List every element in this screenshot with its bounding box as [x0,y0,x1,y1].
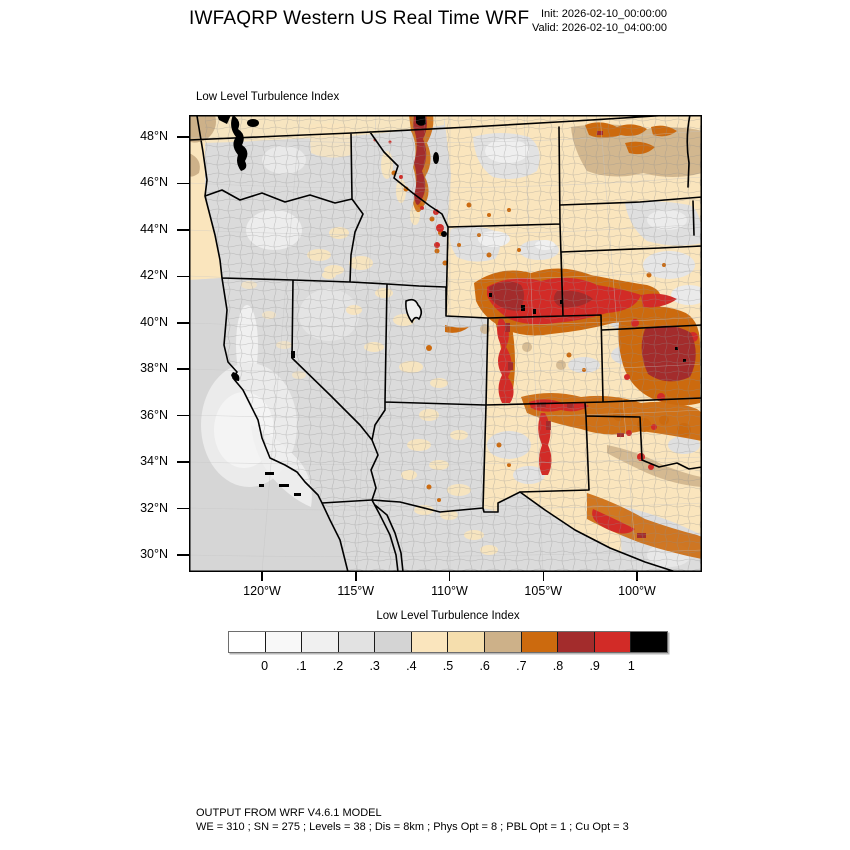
y-tick-label: 44°N [140,221,168,236]
model-config-line: WE = 310 ; SN = 275 ; Levels = 38 ; Dis … [196,821,629,833]
colorbar-tick-label: .3 [369,659,380,673]
y-tick-label: 42°N [140,268,168,283]
y-tick-mark [177,322,189,324]
colorbar-tick-label: .7 [516,659,527,673]
y-tick-label: 38°N [140,361,168,376]
x-tick-mark [355,572,357,581]
x-tick-label: 115°W [337,584,375,598]
colorbar-title: Low Level Turbulence Index [376,610,520,622]
colorbar-cell [448,632,486,652]
colorbar-tick-label: .6 [479,659,490,673]
y-tick-label: 36°N [140,407,168,422]
y-tick-mark [177,275,189,278]
init-time: Init: 2026-02-10_00:00:00 [541,8,667,20]
x-tick-label: 120°W [243,584,281,598]
map-figure [189,115,702,572]
y-tick-label: 40°N [140,314,168,329]
map-subtitle: Low Level Turbulence Index [196,91,340,103]
colorbar-cell [558,632,595,652]
colorbar-cell [229,632,266,652]
colorbar-tick-label: 0 [261,659,269,673]
colorbar-tick-label: .9 [589,659,600,673]
colorbar-tick-label: .8 [552,659,564,673]
y-tick-mark [177,229,189,231]
colorbar-cell [521,632,559,652]
colorbar [228,631,668,653]
y-tick-mark [177,182,189,185]
colorbar-cell [631,632,667,652]
y-tick-mark [177,554,189,556]
page-title: IWFAQRP Western US Real Time WRF [189,8,530,29]
colorbar-tick-label: 1 [627,659,635,673]
y-tick-mark [177,136,189,138]
colorbar-cell [594,632,632,652]
colorbar-tick-label: .1 [296,659,307,673]
colorbar-cell [302,632,339,652]
y-tick-mark [177,368,189,370]
model-version-line: OUTPUT FROM WRF V4.6.1 MODEL [196,807,382,819]
y-tick-mark [177,461,189,463]
x-tick-label: 105°W [524,584,563,598]
y-tick-label: 32°N [140,500,168,515]
x-tick-mark [448,572,451,581]
colorbar-cell [338,632,376,652]
y-tick-mark [177,414,189,417]
y-tick-label: 46°N [140,175,168,190]
x-tick-label: 100°W [618,584,656,598]
y-tick-mark [177,507,189,510]
colorbar-cell [485,632,522,652]
colorbar-tick-label: .5 [442,659,454,673]
x-tick-mark [261,572,263,581]
lakes [217,115,447,496]
colorbar-tick-label: .2 [332,659,344,673]
valid-time: Valid: 2026-02-10_04:00:00 [532,22,667,34]
y-tick-label: 34°N [140,454,168,469]
colorbar-cell [375,632,412,652]
x-tick-mark [542,572,544,581]
colorbar-cell [265,632,303,652]
y-tick-label: 30°N [140,546,168,561]
x-tick-mark [636,572,638,581]
colorbar-tick-label: .4 [406,659,417,673]
y-tick-label: 48°N [140,129,168,143]
colorbar-cell [411,632,449,652]
run-info: Init: 2026-02-10_00:00:00 Valid: 2026-02… [532,7,667,35]
x-tick-label: 110°W [431,584,468,598]
state-borders [189,115,702,572]
map-canvas [189,115,702,572]
footer-annotation: OUTPUT FROM WRF V4.6.1 MODEL WE = 310 ; … [196,806,629,834]
map-frame [189,115,702,572]
